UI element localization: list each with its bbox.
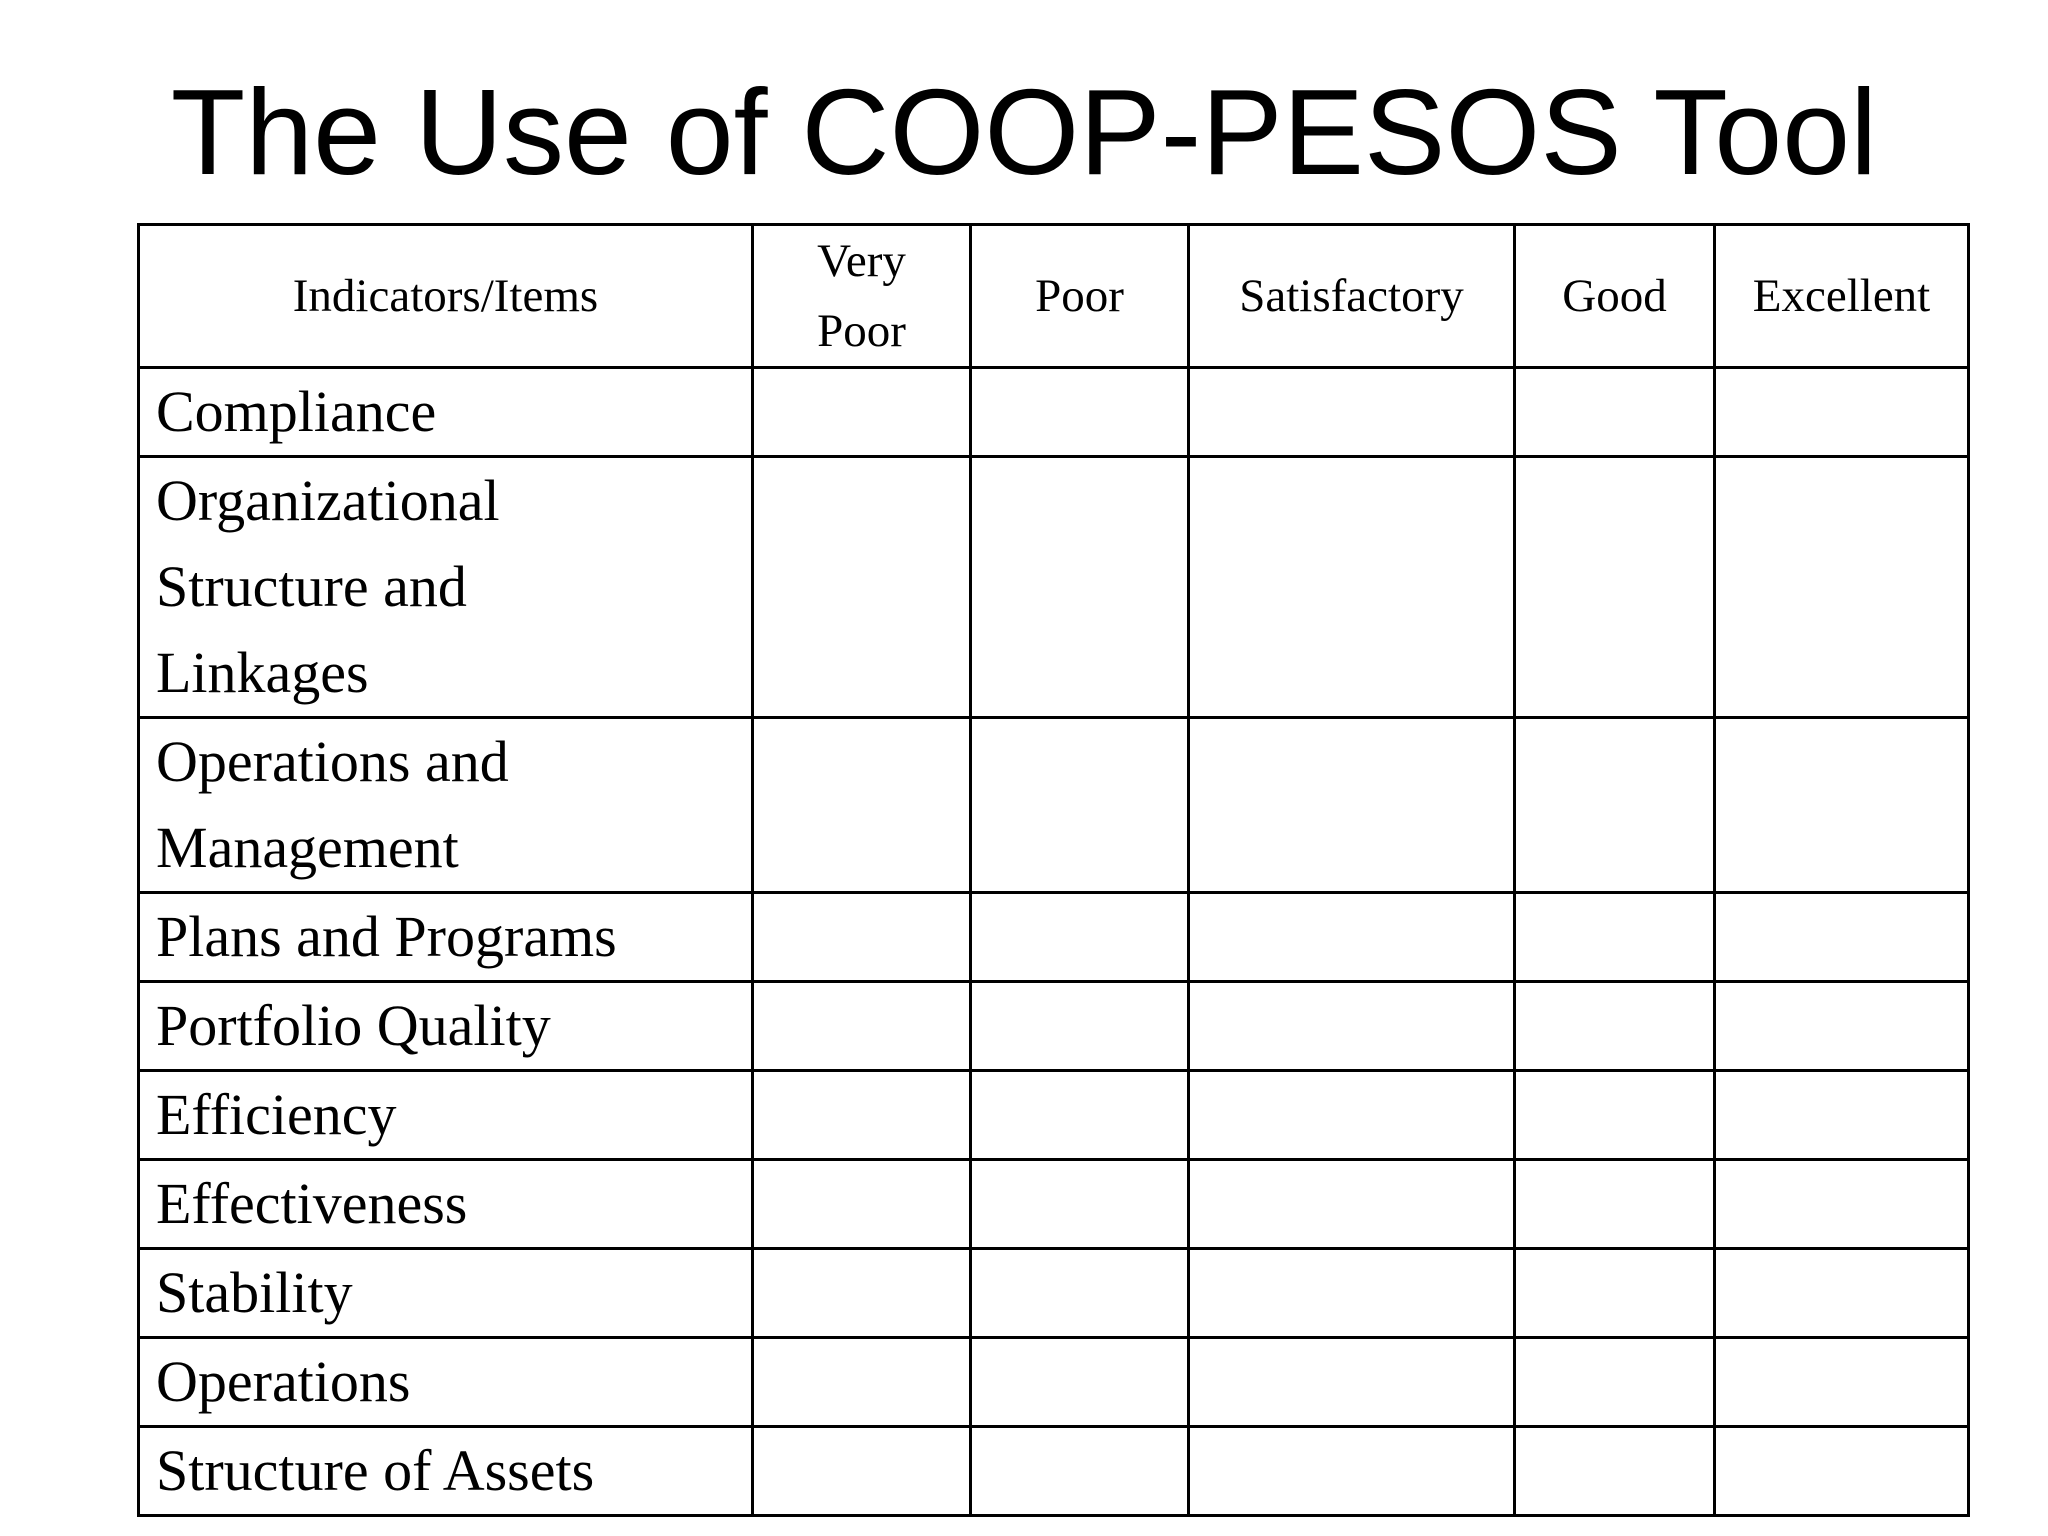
rating-cell-very-poor[interactable] [751,1336,972,1428]
indicator-cell: Operations and Management [137,716,754,894]
table-row: Compliance [137,366,1970,458]
rating-cell-satisfactory[interactable] [1187,1247,1516,1339]
rating-cell-good[interactable] [1513,1336,1716,1428]
indicator-cell: Effectiveness [137,1158,754,1250]
rating-cell-satisfactory[interactable] [1187,891,1516,983]
table-row: Organizational Structure and Linkages [137,455,1970,719]
rating-cell-good[interactable] [1513,366,1716,458]
rating-cell-poor[interactable] [969,1069,1190,1161]
rating-cell-excellent[interactable] [1713,980,1970,1072]
header-excellent: Excellent [1713,223,1970,369]
indicator-cell: Efficiency [137,1069,754,1161]
rating-cell-very-poor[interactable] [751,891,972,983]
rating-cell-good[interactable] [1513,980,1716,1072]
rating-cell-very-poor[interactable] [751,980,972,1072]
header-poor: Poor [969,223,1190,369]
table-row: Structure of Assets [137,1425,1970,1517]
rating-cell-satisfactory[interactable] [1187,1158,1516,1250]
indicator-cell: Organizational Structure and Linkages [137,455,754,719]
rating-cell-poor[interactable] [969,1425,1190,1517]
rating-cell-excellent[interactable] [1713,1336,1970,1428]
rating-cell-very-poor[interactable] [751,455,972,719]
rating-cell-very-poor[interactable] [751,1069,972,1161]
rating-cell-good[interactable] [1513,1247,1716,1339]
header-row: Indicators/Items Very Poor Poor Satisfac… [137,223,1970,369]
rating-cell-poor[interactable] [969,1158,1190,1250]
rating-cell-excellent[interactable] [1713,1247,1970,1339]
header-indicators: Indicators/Items [137,223,754,369]
rating-cell-very-poor[interactable] [751,1425,972,1517]
rating-cell-poor[interactable] [969,366,1190,458]
indicator-cell: Structure of Assets [137,1425,754,1517]
rating-cell-satisfactory[interactable] [1187,1336,1516,1428]
indicator-cell: Compliance [137,366,754,458]
rating-cell-poor[interactable] [969,716,1190,894]
header-very-poor: Very Poor [751,223,972,369]
table-body: Compliance Organizational Structure and … [137,366,1970,1517]
rating-cell-very-poor[interactable] [751,716,972,894]
header-good: Good [1513,223,1716,369]
indicator-cell: Stability [137,1247,754,1339]
rating-cell-good[interactable] [1513,1069,1716,1161]
slide-title: The Use of COOP-PESOS Tool [170,64,1878,200]
rating-cell-satisfactory[interactable] [1187,980,1516,1072]
rating-table: Indicators/Items Very Poor Poor Satisfac… [137,223,1970,1517]
rating-cell-excellent[interactable] [1713,366,1970,458]
rating-cell-excellent[interactable] [1713,716,1970,894]
table-row: Operations [137,1336,1970,1428]
indicator-cell: Portfolio Quality [137,980,754,1072]
table-row: Operations and Management [137,716,1970,894]
rating-cell-poor[interactable] [969,455,1190,719]
rating-cell-excellent[interactable] [1713,1425,1970,1517]
rating-cell-good[interactable] [1513,891,1716,983]
rating-cell-good[interactable] [1513,716,1716,894]
rating-cell-poor[interactable] [969,1336,1190,1428]
rating-cell-satisfactory[interactable] [1187,366,1516,458]
rating-cell-poor[interactable] [969,891,1190,983]
rating-cell-satisfactory[interactable] [1187,1069,1516,1161]
rating-cell-very-poor[interactable] [751,1247,972,1339]
rating-cell-good[interactable] [1513,1425,1716,1517]
rating-cell-poor[interactable] [969,1247,1190,1339]
table-row: Plans and Programs [137,891,1970,983]
indicator-cell: Operations [137,1336,754,1428]
header-satisfactory: Satisfactory [1187,223,1516,369]
rating-cell-very-poor[interactable] [751,366,972,458]
rating-cell-satisfactory[interactable] [1187,716,1516,894]
table-row: Efficiency [137,1069,1970,1161]
rating-cell-good[interactable] [1513,455,1716,719]
rating-cell-satisfactory[interactable] [1187,1425,1516,1517]
indicator-cell: Plans and Programs [137,891,754,983]
rating-cell-good[interactable] [1513,1158,1716,1250]
rating-cell-excellent[interactable] [1713,1069,1970,1161]
rating-cell-excellent[interactable] [1713,455,1970,719]
rating-cell-satisfactory[interactable] [1187,455,1516,719]
rating-cell-excellent[interactable] [1713,891,1970,983]
table-row: Effectiveness [137,1158,1970,1250]
table-row: Portfolio Quality [137,980,1970,1072]
rating-cell-poor[interactable] [969,980,1190,1072]
rating-cell-excellent[interactable] [1713,1158,1970,1250]
rating-cell-very-poor[interactable] [751,1158,972,1250]
table-row: Stability [137,1247,1970,1339]
